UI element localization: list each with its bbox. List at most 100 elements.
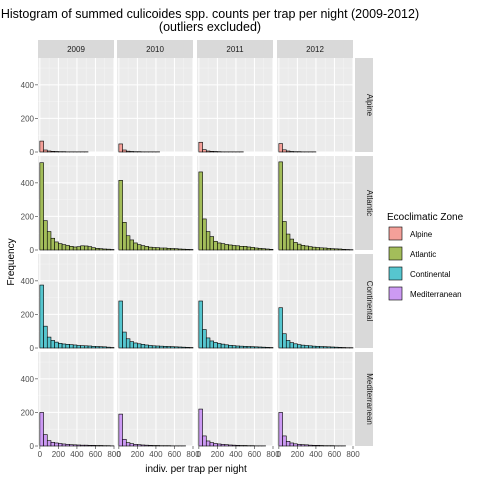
histogram-bar <box>43 325 48 349</box>
panel-continental-2011 <box>197 254 274 349</box>
histogram-bar <box>202 218 207 251</box>
histogram-bar <box>282 333 287 349</box>
histogram-bar <box>311 345 317 349</box>
y-tick-label: 200 <box>21 310 35 319</box>
histogram-bar <box>278 307 283 349</box>
histogram-bar <box>217 242 222 251</box>
facet-grid: 2009 2010 2011 2012 Alpine Atlantic Continenta… <box>21 40 374 459</box>
legend-swatch <box>388 226 403 241</box>
histogram-bar <box>87 345 93 349</box>
panel-background <box>117 352 193 446</box>
column-strip-label: 2010 <box>146 45 164 54</box>
histogram-bar <box>129 239 134 251</box>
panel-alpine-2011 <box>197 58 274 153</box>
panel-alpine-2010 <box>117 58 194 153</box>
histogram-bar <box>95 346 100 349</box>
histogram-bar <box>300 344 306 349</box>
column-strip-2009: 2009 <box>38 40 114 58</box>
legend-swatch <box>388 286 403 301</box>
panel-background <box>197 352 273 446</box>
histogram-bar <box>300 444 306 447</box>
histogram-bar <box>319 247 324 251</box>
panel-mediterranean-2009: 0 200 400 0 200 400 600 800 <box>21 352 121 459</box>
histogram-bar <box>205 440 211 447</box>
histogram-bar <box>133 342 138 349</box>
panel-background <box>117 254 193 348</box>
histogram-bar <box>188 249 194 251</box>
histogram-bar <box>265 347 270 349</box>
histogram-bar <box>282 149 287 153</box>
histogram-bar <box>188 347 194 349</box>
histogram-bar <box>76 246 81 251</box>
x-tick-label: 800 <box>107 450 121 459</box>
histogram-bar <box>285 233 291 251</box>
x-tick-label: 600 <box>89 450 103 459</box>
histogram-bar <box>246 346 252 349</box>
histogram-bar <box>315 346 320 349</box>
panel-background <box>277 352 353 446</box>
histogram-bar <box>285 440 291 447</box>
histogram-bar <box>137 343 142 349</box>
legend-label: Atlantic <box>410 250 436 259</box>
histogram-bar <box>198 171 203 251</box>
row-strip-continental: Continental <box>355 254 374 348</box>
histogram-bar <box>326 346 332 349</box>
histogram-bar <box>198 408 203 447</box>
histogram-bar <box>122 222 127 251</box>
x-tick-label: 400 <box>70 450 84 459</box>
panel-background <box>117 156 193 250</box>
histogram-bar <box>140 344 146 349</box>
y-tick-label: 0 <box>30 442 35 451</box>
column-strip-background <box>197 40 273 58</box>
histogram-bar <box>319 445 324 447</box>
histogram-bar <box>181 248 186 251</box>
histogram-bar <box>76 444 81 447</box>
legend-title: Ecoclimatic Zone <box>387 212 464 223</box>
column-strip-background <box>117 40 193 58</box>
y-tick-label: 400 <box>21 277 35 286</box>
y-tick-label: 400 <box>21 375 35 384</box>
histogram-bar <box>231 444 237 447</box>
histogram-bar <box>125 338 131 349</box>
legend-label: Mediterranean <box>410 290 462 299</box>
x-tick-label: 0 <box>277 450 282 459</box>
histogram-bar <box>224 344 229 349</box>
histogram-bar <box>148 445 153 447</box>
histogram-bar <box>155 247 160 251</box>
histogram-bar <box>80 444 85 447</box>
x-tick-label: 200 <box>211 450 225 459</box>
histogram-bar <box>261 248 266 251</box>
histogram-bar <box>65 245 70 251</box>
legend-entry-atlantic: Atlantic <box>388 246 436 261</box>
histogram-bar <box>177 248 183 251</box>
histogram-bar <box>61 244 67 251</box>
histogram-bar <box>95 445 100 447</box>
histogram-bar <box>129 341 134 349</box>
histogram-bar <box>144 444 149 447</box>
histogram-bar <box>122 149 127 153</box>
x-tick-label: 200 <box>291 450 305 459</box>
histogram-bar <box>174 346 179 349</box>
histogram-bar <box>137 244 142 251</box>
histogram-bar <box>118 300 123 349</box>
histogram-bar <box>46 440 52 447</box>
histogram-bar <box>311 246 317 251</box>
x-tick-label: 600 <box>248 450 262 459</box>
histogram-bar <box>133 242 138 251</box>
histogram-bar <box>87 445 93 447</box>
histogram-bar <box>140 245 146 251</box>
legend-entry-continental: Continental <box>388 266 451 281</box>
panel-atlantic-2012 <box>277 156 354 251</box>
column-strip-2010: 2010 <box>117 40 193 58</box>
x-axis-title: indiv. per trap per night <box>145 464 247 475</box>
histogram-bar <box>315 445 320 447</box>
histogram-bar <box>243 445 248 447</box>
histogram-bar <box>278 143 283 153</box>
x-tick-label: 200 <box>131 450 145 459</box>
panel-atlantic-2009: 0 200 400 <box>21 156 115 255</box>
histogram-bar <box>202 435 207 447</box>
x-tick-label: 800 <box>266 450 280 459</box>
panel-atlantic-2011 <box>197 156 274 251</box>
histogram-bar <box>297 243 302 251</box>
